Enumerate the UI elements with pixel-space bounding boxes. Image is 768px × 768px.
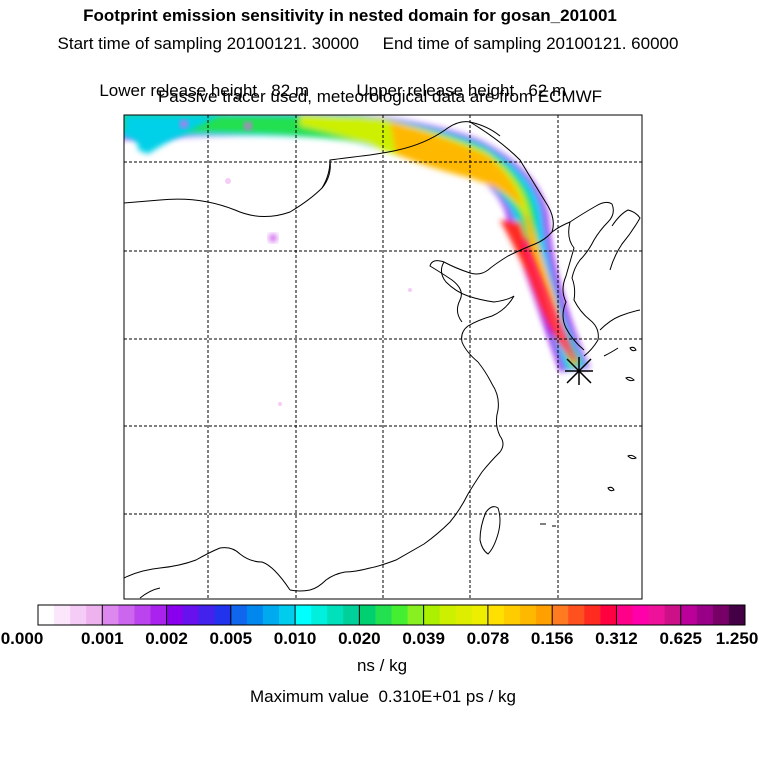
colorbar-segment [407,605,425,625]
colorbar-segment [680,605,698,625]
colorbar-tick-label: 0.010 [273,629,317,648]
colorbar-segment [198,605,216,625]
colorbar-tick-label: 0.078 [466,629,510,648]
map-title: Footprint emission sensitivity in nested… [83,6,617,25]
colorbar-tick-label: 0.625 [659,629,702,648]
colorbar-segment [166,605,184,625]
colorbar-tick-label: 0.001 [80,629,124,648]
map-frame [123,114,643,600]
colorbar-segment [102,605,119,625]
colorbar-segment [343,605,360,625]
colorbar-segment [70,605,87,625]
colorbar-segment [327,605,344,625]
colorbar-segment [552,605,569,625]
colorbar-segment [359,605,376,625]
release-height-line: Lower release height 82 m Upper release … [0,61,712,101]
colorbar-segment [600,605,617,625]
lat-lon-grid [124,115,642,599]
colorbar-segment [520,605,537,625]
colorbar-segment [262,605,280,625]
colorbar-segment [664,605,682,625]
colorbar-segment [86,605,103,625]
colorbar-segment [118,605,135,625]
colorbar-segment [423,605,441,625]
colorbar-segment [584,605,601,625]
colorbar-segment [712,605,730,625]
colorbar-segment [295,605,312,625]
colorbar-segment [246,605,264,625]
colorbar-tick-label: 0.005 [209,629,253,648]
colorbar-frame [37,604,746,626]
colorbar-segment [455,605,473,625]
colorbar-tick-label: 0.020 [338,629,381,648]
colorbar-segment [728,605,746,625]
colorbar-segment [182,605,200,625]
colorbar-segment [696,605,714,625]
tracer-info-line: Passive tracer used, meteorological data… [157,87,603,106]
colorbar-tick-label: 0.156 [530,629,574,648]
upper-release-height: Upper release height 62 m [356,81,567,100]
colorbar-tick-label: 0.039 [402,629,445,648]
footprint-plume [124,115,590,406]
colorbar-segment [471,605,489,625]
coastlines-borders [124,121,641,599]
sampling-time-line: Start time of sampling 20100121. 30000 E… [57,34,679,53]
colorbar-segment [54,605,71,625]
colorbar-tick-label: 0.002 [145,629,188,648]
colorbar-segment [230,605,248,625]
lower-release-height: Lower release height 82 m [99,81,310,100]
colorbar-segment [648,605,666,625]
colorbar-segment [38,605,55,625]
colorbar-segment [311,605,328,625]
colorbar-segment [375,605,392,625]
colorbar-unit: ns / kg [356,656,408,675]
colorbar-tick-label: 0.000 [0,629,44,648]
colorbar-segment [487,605,505,625]
colorbar [37,604,746,626]
colorbar-segment [503,605,521,625]
colorbar-segment [616,605,634,625]
receptor-star-icon [565,357,593,385]
maximum-value-text: Maximum value 0.310E+01 ps / kg [250,687,516,706]
colorbar-segment [279,605,296,625]
colorbar-segment [632,605,650,625]
colorbar-segment [536,605,553,625]
colorbar-tick-label: 0.312 [595,629,638,648]
colorbar-segment [214,605,232,625]
colorbar-tick-label: 1.250 [715,629,759,648]
colorbar-segment [391,605,409,625]
colorbar-segment [134,605,151,625]
colorbar-segment [150,605,168,625]
colorbar-segment [568,605,585,625]
colorbar-segment [439,605,457,625]
